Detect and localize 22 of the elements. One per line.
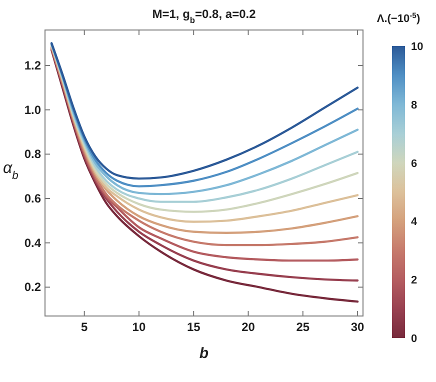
color-bar-label: 10: [411, 41, 424, 53]
y-tick-label: 1.0: [24, 102, 42, 117]
x-tick-label: 15: [186, 320, 201, 334]
x-tick-label: 5: [80, 320, 88, 334]
x-tick-label: 20: [242, 320, 256, 334]
y-axis-title: α$_{b}$: [3, 160, 18, 182]
x-tick-label: 25: [296, 320, 310, 334]
y-tick-label: 0.6: [24, 191, 42, 206]
x-tick-label: 30: [350, 320, 365, 334]
y-tick-label: 0.8: [24, 147, 42, 162]
color-bar-label: 0: [411, 333, 418, 345]
color-bar-label: 4: [411, 216, 418, 228]
chart-title: M=1, g$_{b}$=0.8, a=0.2: [152, 7, 256, 25]
color-bar-label: 6: [411, 158, 418, 170]
y-tick-label: 1.2: [24, 58, 42, 72]
y-tick-label: 0.4: [24, 236, 42, 250]
x-axis-title: b: [199, 345, 209, 362]
y-tick-label: 0.2: [24, 280, 42, 294]
x-tick-label: 10: [132, 320, 146, 334]
color-bar-title: Λ.(−10$^{-5}$): [376, 10, 420, 25]
color-bar-label: 2: [411, 274, 418, 287]
color-bar-label: 8: [411, 99, 418, 112]
